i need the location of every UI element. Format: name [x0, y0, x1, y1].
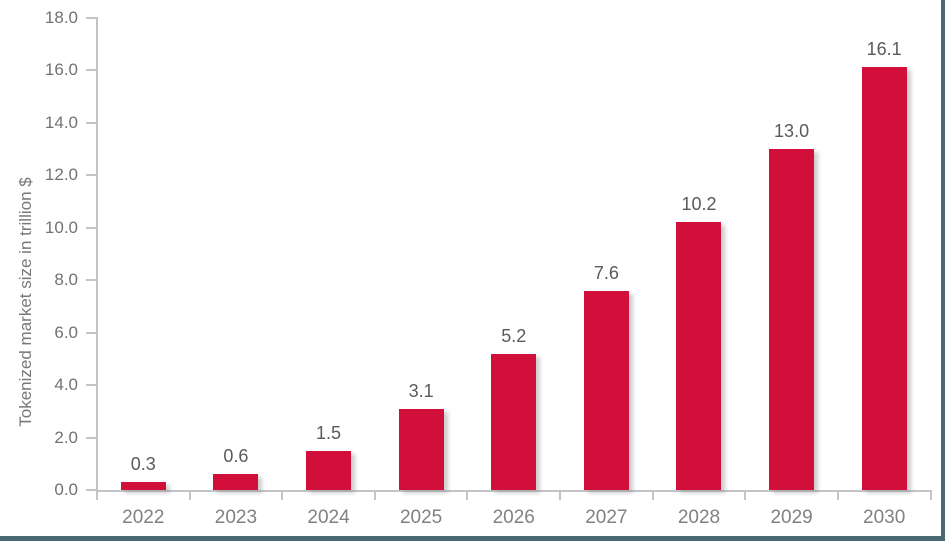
- x-category-label: 2027: [585, 507, 628, 528]
- y-tick-mark: [86, 331, 97, 334]
- x-tick-mark: [744, 491, 747, 500]
- y-tick-mark: [86, 69, 97, 71]
- y-tick-label: 4.0: [54, 375, 78, 394]
- y-tick-mark: [86, 16, 97, 19]
- y-tick-label: 10.0: [44, 217, 78, 237]
- bar: [120, 482, 166, 490]
- x-tick-mark: [188, 491, 191, 500]
- y-tick-mark: [86, 174, 97, 176]
- bar-value-label: 5.2: [501, 325, 527, 346]
- y-tick-label: 14.0: [44, 112, 78, 132]
- y-tick-mark: [86, 384, 97, 386]
- x-tick-mark: [929, 491, 932, 500]
- x-category-label: 2030: [863, 507, 906, 528]
- y-tick-label: 18.0: [44, 7, 78, 27]
- y-tick-mark: [86, 226, 97, 229]
- y-tick-label: 16.0: [44, 60, 78, 79]
- bar: [398, 408, 444, 490]
- bar: [676, 222, 722, 490]
- bar: [769, 148, 815, 490]
- y-axis-title: Tokenized market size in trillion $: [16, 177, 35, 427]
- x-tick-mark: [281, 491, 284, 500]
- y-tick-mark: [86, 121, 97, 124]
- bar-value-label: 7.6: [593, 262, 619, 283]
- x-category-label: 2029: [770, 507, 813, 528]
- x-category-label: 2022: [122, 507, 165, 528]
- x-category-label: 2023: [214, 507, 258, 528]
- y-tick-label: 12.0: [44, 165, 78, 184]
- y-axis-line: [96, 17, 98, 491]
- bar-value-label: 13.0: [774, 120, 810, 141]
- x-tick-mark: [651, 491, 654, 500]
- x-axis-line: [96, 490, 932, 492]
- bar-value-label: 0.3: [130, 454, 156, 475]
- bar: [213, 474, 259, 490]
- y-tick-mark: [86, 279, 97, 281]
- x-category-label: 2028: [677, 507, 721, 528]
- bar-value-label: 1.5: [316, 422, 342, 443]
- x-tick-mark: [373, 491, 376, 500]
- y-tick-label: 6.0: [54, 322, 78, 342]
- y-tick-mark: [86, 489, 97, 491]
- bar: [583, 290, 629, 490]
- x-category-label: 2026: [492, 507, 535, 528]
- y-tick-label: 2.0: [54, 427, 78, 447]
- bar: [491, 353, 537, 490]
- bar: [306, 450, 352, 490]
- bar-value-label: 10.2: [681, 194, 717, 215]
- y-tick-label: 8.0: [54, 270, 78, 289]
- bar-value-label: 3.1: [408, 380, 434, 401]
- x-tick-mark: [96, 491, 98, 500]
- x-tick-mark: [559, 491, 562, 500]
- bar-value-label: 16.1: [866, 39, 902, 60]
- x-category-label: 2024: [307, 507, 350, 528]
- x-tick-mark: [836, 491, 839, 500]
- bar-value-label: 0.6: [223, 446, 249, 467]
- y-tick-mark: [86, 436, 97, 439]
- y-tick-label: 0.0: [54, 480, 78, 499]
- x-tick-mark: [466, 491, 469, 500]
- x-category-label: 2025: [399, 507, 443, 528]
- bar: [861, 67, 907, 490]
